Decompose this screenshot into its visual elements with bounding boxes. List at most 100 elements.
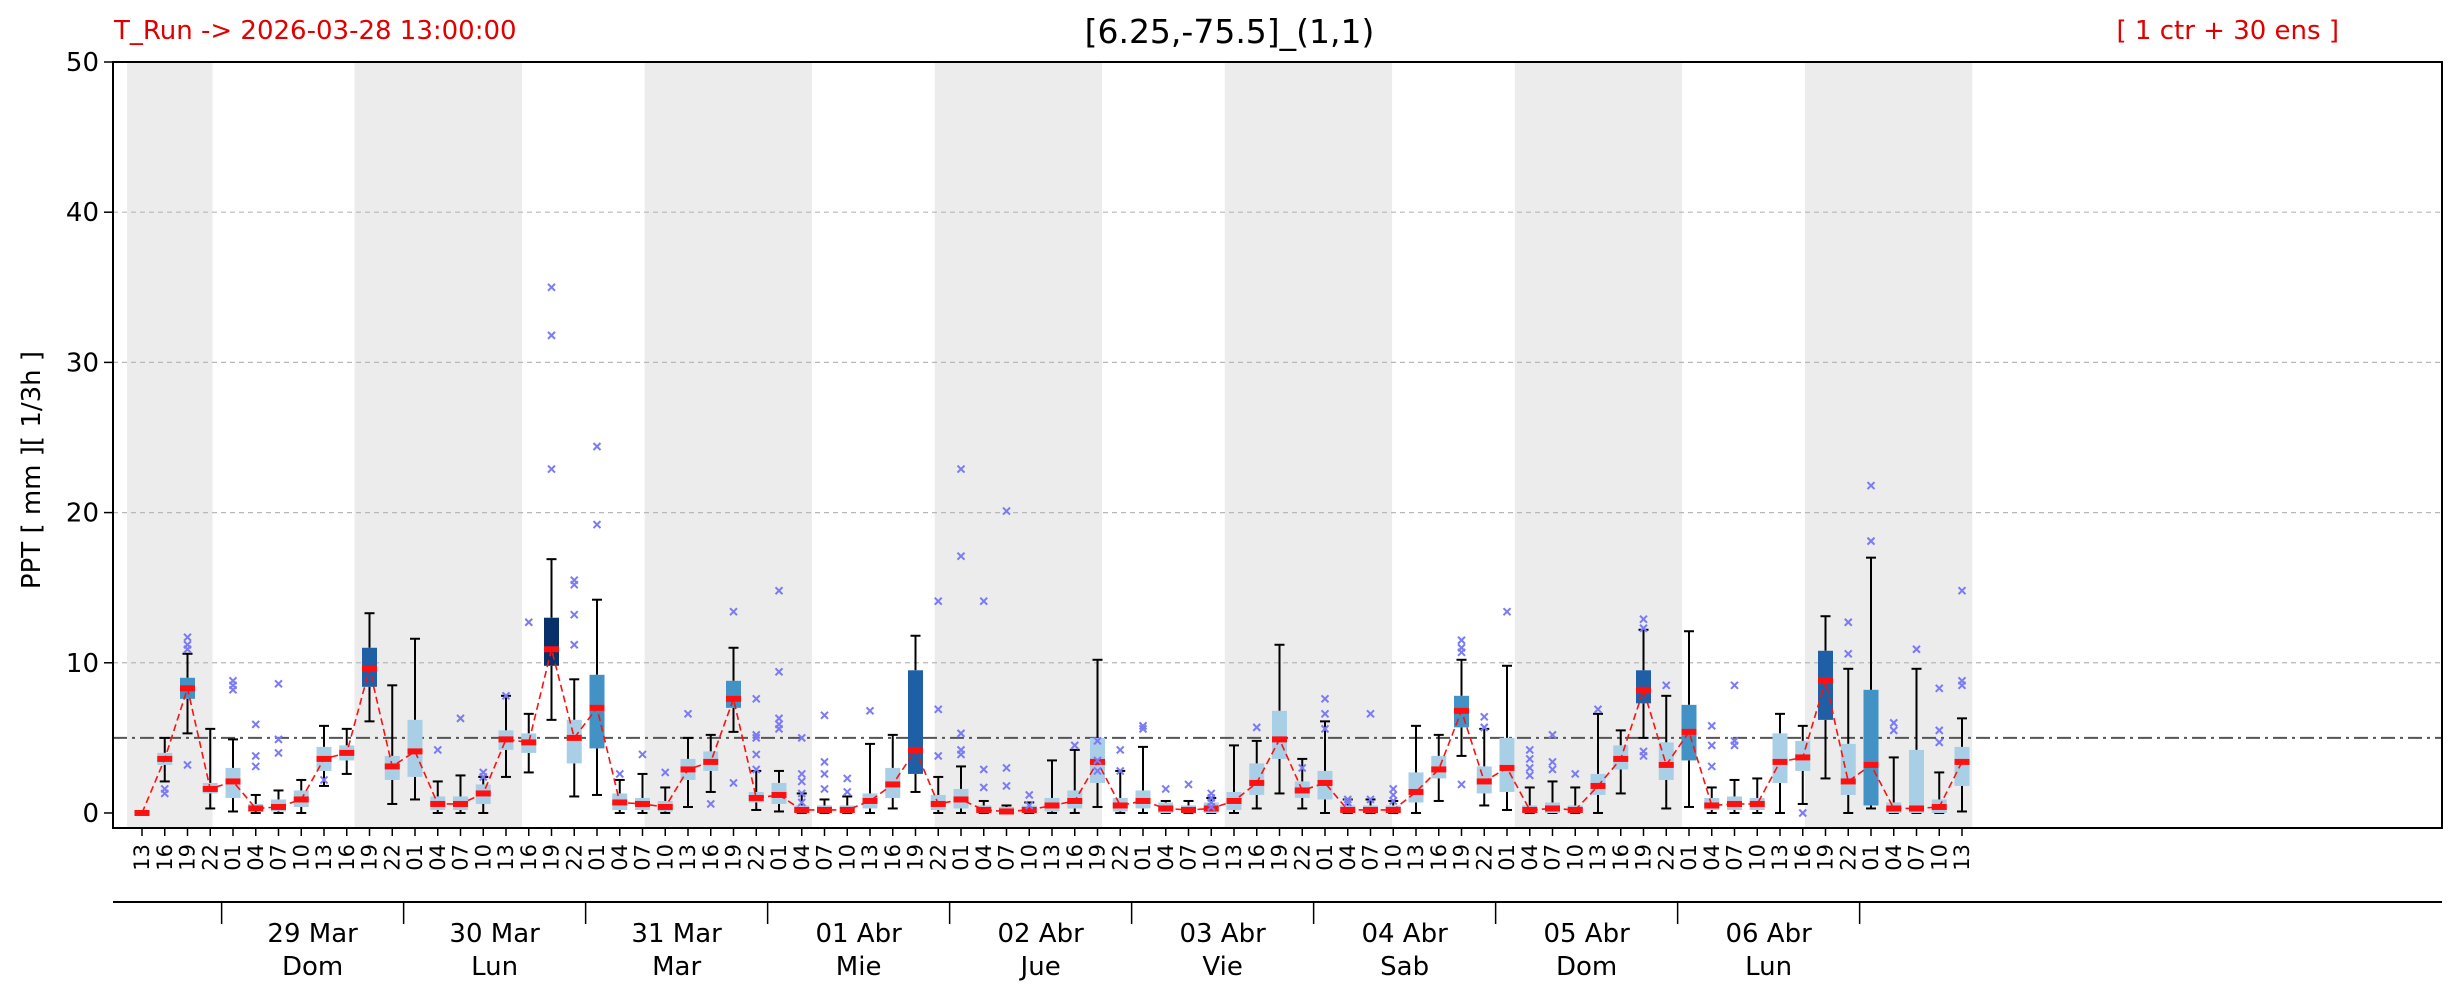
x-tick-label: 19 (722, 844, 746, 871)
outlier-stroke (1116, 766, 1125, 776)
outlier-point (1662, 681, 1671, 690)
outlier-point (956, 464, 966, 474)
outlier-stroke (160, 784, 169, 794)
outlier-stroke (934, 751, 943, 761)
outlier-stroke (1457, 648, 1466, 657)
night-band (354, 62, 522, 828)
x-tick-label: 04 (244, 844, 268, 871)
y-tick-label: 20 (66, 499, 99, 529)
box-57 (1431, 733, 1447, 802)
outlier-point (661, 768, 670, 777)
x-tick-label: 19 (540, 844, 564, 871)
outlier-point (774, 667, 784, 677)
outlier-stroke (1844, 649, 1853, 658)
day-date-label: 06 Abr (1725, 919, 1812, 949)
x-tick-label: 13 (494, 844, 518, 871)
outlier-point (1593, 705, 1603, 714)
x-tick-label: 04 (1154, 844, 1178, 871)
outlier-stroke (547, 283, 556, 292)
x-tick-label: 10 (835, 844, 859, 871)
outlier-point (251, 720, 260, 729)
x-tick-label: 10 (1927, 844, 1951, 871)
outlier-stroke (274, 748, 283, 758)
outlier-stroke (1366, 709, 1375, 719)
outlier-stroke (1866, 536, 1876, 546)
x-tick-label: 01 (403, 844, 427, 871)
outlier-stroke (1389, 796, 1398, 806)
x-tick-label: 10 (1381, 844, 1405, 871)
outlier-point (797, 798, 806, 807)
iqr-box (1636, 670, 1651, 704)
iqr-box (407, 719, 423, 777)
outlier-point (638, 750, 647, 759)
x-tick-label: 10 (1199, 844, 1223, 871)
outlier-point (1548, 757, 1557, 767)
gridlines (113, 211, 2442, 664)
outlier-point (1639, 615, 1648, 624)
y-tick-label: 10 (66, 649, 99, 679)
outlier-stroke (843, 787, 852, 797)
x-tick-label: 16 (335, 844, 359, 871)
ensemble-label: [ 1 ctr + 30 ens ] (2116, 16, 2340, 46)
outlier-point (1525, 754, 1534, 764)
outlier-point (752, 694, 761, 704)
outlier-stroke (274, 735, 283, 744)
outlier-point (1525, 745, 1534, 755)
outlier-stroke (183, 633, 192, 642)
outlier-point (797, 789, 806, 798)
x-tick-label: 01 (1313, 844, 1337, 871)
outlier-stroke (1935, 684, 1944, 693)
box-69 (1704, 786, 1720, 814)
outlier-point (1184, 780, 1193, 789)
x-axis-hour-ticks: 1316192201040710131619220104071013161922… (130, 828, 1974, 871)
box-19 (566, 678, 582, 798)
outlier-point (1002, 781, 1011, 791)
median-mark (271, 803, 286, 810)
outlier-point (820, 711, 829, 720)
outlier-point (1093, 756, 1102, 765)
y-tick-label: 50 (66, 48, 99, 78)
x-tick-label: 04 (1518, 844, 1542, 871)
outlier-point (729, 607, 738, 616)
x-tick-label: 04 (1882, 844, 1906, 871)
outlier-point (1320, 694, 1330, 704)
outlier-stroke (1548, 730, 1557, 740)
outlier-point (1548, 765, 1557, 774)
box-21 (612, 778, 628, 814)
outlier-point (1480, 712, 1489, 722)
y-axis-label: PPT [ mm ][ 1/3h ] (17, 350, 47, 590)
outlier-stroke (1002, 506, 1011, 516)
outlier-point (1093, 766, 1102, 776)
outlier-stroke (1935, 726, 1944, 735)
outlier-point (547, 464, 556, 474)
outlier-point (1138, 724, 1148, 734)
box-12 (407, 637, 423, 801)
outlier-stroke (661, 768, 670, 777)
x-tick-label: 16 (881, 844, 905, 871)
outlier-stroke (1298, 763, 1307, 773)
x-tick-label: 07 (1905, 844, 1929, 871)
median-mark (407, 748, 423, 755)
day-name-label: Mie (836, 952, 882, 982)
outlier-stroke (1207, 802, 1216, 812)
outlier-point (843, 774, 852, 783)
x-tick-label: 07 (1723, 844, 1747, 871)
x-tick-label: 04 (1700, 844, 1724, 871)
outlier-stroke (251, 720, 260, 729)
outlier-stroke (1525, 745, 1534, 755)
outlier-stroke (934, 596, 943, 606)
x-tick-label: 01 (1677, 844, 1701, 871)
x-tick-label: 19 (1268, 844, 1292, 871)
outlier-point (274, 748, 283, 758)
outlier-point (1002, 506, 1011, 516)
outlier-stroke (774, 724, 784, 734)
outlier-stroke (1252, 723, 1261, 732)
median-mark (1909, 805, 1924, 812)
outlier-point (752, 730, 761, 740)
median-mark (1840, 778, 1856, 785)
outlier-point (1252, 723, 1261, 732)
outlier-stroke (1002, 763, 1011, 773)
outlier-point (1320, 724, 1330, 734)
x-tick-label: 04 (1336, 844, 1360, 871)
